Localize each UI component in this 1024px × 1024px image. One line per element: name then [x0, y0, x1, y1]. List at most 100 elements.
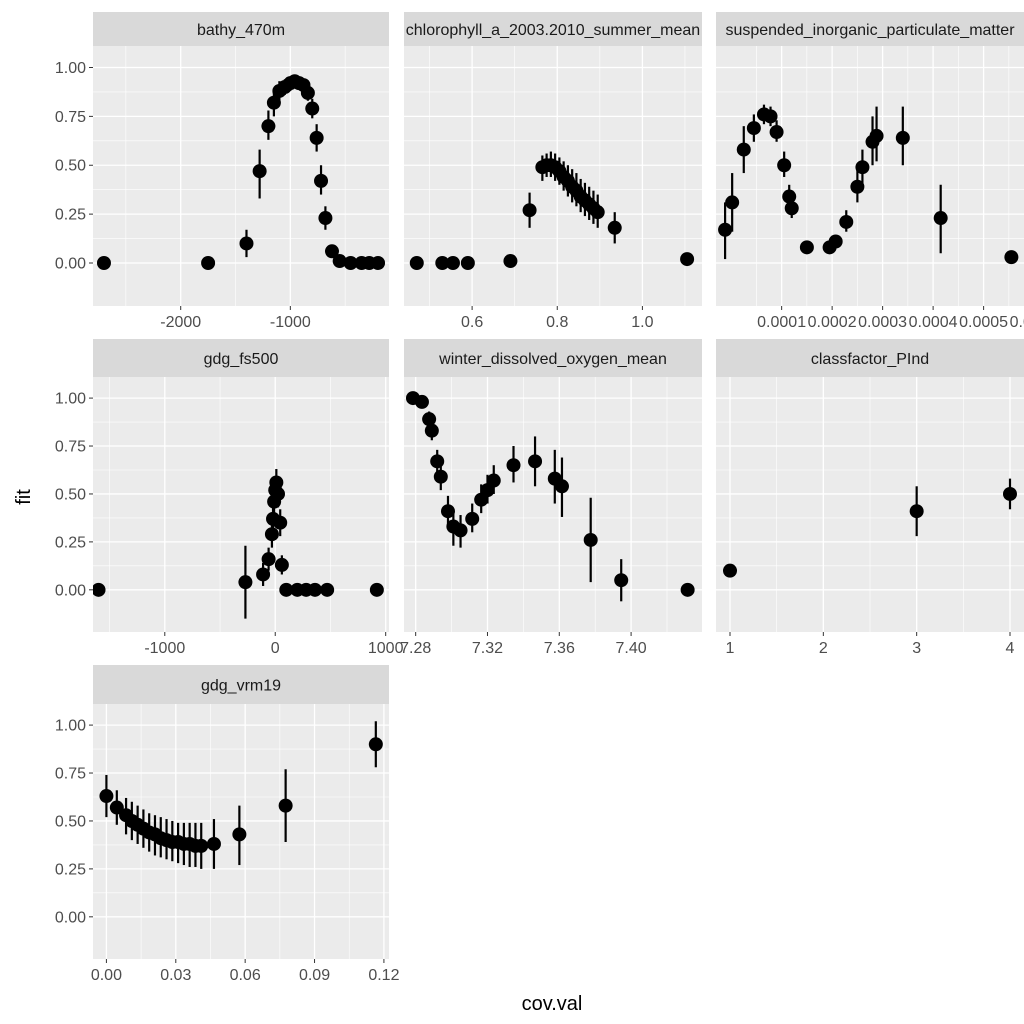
panel-1: bathy_470m 0.00 0.25 0.50 0.75 1.00 -2000 -1000	[55, 12, 389, 331]
panel-4: gdg_fs500 0.00 0.25 0.50 0.75 1.00 -1000 0 1000	[55, 339, 404, 657]
data-point	[583, 532, 598, 547]
y-tick-label: 0.75	[55, 766, 86, 783]
y-tick-label: 0.50	[55, 158, 86, 175]
panel-plot-area	[404, 46, 702, 306]
data-point	[300, 85, 315, 100]
data-point	[680, 252, 695, 267]
x-tick-label: 0	[271, 640, 280, 657]
x-tick-label: 7.36	[544, 640, 575, 657]
data-point	[1003, 486, 1017, 501]
panel-plot-area	[93, 704, 389, 959]
facet-title: gdg_fs500	[204, 351, 279, 368]
data-point	[839, 214, 854, 229]
y-tick-label: 0.50	[55, 813, 86, 830]
data-point	[554, 479, 569, 494]
panel-plot-area	[716, 46, 1024, 306]
data-point	[414, 394, 429, 409]
data-point	[261, 552, 276, 567]
facet-title: suspended_inorganic_particulate_matter	[725, 22, 1015, 39]
x-tick-label: 1.0	[631, 314, 653, 331]
data-point	[486, 473, 501, 488]
data-point	[206, 836, 221, 851]
facet-title: bathy_470m	[197, 22, 285, 39]
data-point	[828, 234, 843, 249]
data-point	[522, 203, 537, 218]
y-tick-label: 0.25	[55, 861, 86, 878]
y-tick-label: 1.00	[55, 391, 86, 408]
data-point	[607, 220, 622, 235]
x-tick-label: 0.8	[546, 314, 568, 331]
data-point	[252, 164, 267, 179]
x-tick-label: 0.0003	[858, 314, 907, 331]
panel-background	[93, 377, 389, 632]
data-point	[445, 255, 460, 270]
data-point	[314, 173, 329, 188]
panel-background	[93, 46, 389, 306]
x-tick-label: 7.32	[472, 640, 503, 657]
data-point	[718, 222, 733, 237]
data-point	[933, 211, 948, 226]
data-point	[266, 95, 281, 110]
data-point	[371, 255, 386, 270]
data-point	[368, 737, 383, 752]
data-point	[109, 800, 124, 815]
data-point	[409, 255, 424, 270]
data-point	[614, 573, 629, 588]
data-point	[320, 582, 335, 597]
data-point	[855, 160, 870, 175]
facet-strip	[93, 665, 389, 704]
data-point	[332, 254, 347, 269]
panel-7: gdg_vrm19 0.00 0.25 0.50 0.75 1.00 0.00 0.03 0.0…	[55, 665, 400, 984]
data-point	[869, 128, 884, 143]
data-point	[1004, 250, 1019, 265]
x-tick-label: 1	[726, 640, 735, 657]
x-tick-label: -2000	[160, 314, 201, 331]
x-tick-label: 7.40	[616, 640, 647, 657]
x-tick-label: 0.03	[160, 967, 191, 984]
panel-5: winter_dissolved_oxygen_mean 7.28 7.32 7.36…	[400, 339, 702, 657]
x-axis-title: cov.val	[522, 993, 583, 1015]
data-point	[194, 838, 209, 853]
data-point	[271, 486, 285, 501]
data-point	[93, 582, 106, 597]
data-point	[274, 557, 289, 572]
data-point	[769, 125, 784, 140]
panel-plot-area	[404, 377, 702, 632]
data-point	[269, 475, 284, 490]
x-tick-label: 0.06	[230, 967, 261, 984]
panel-plot-area	[93, 46, 389, 306]
data-point	[264, 527, 279, 542]
facet-title: chlorophyll_a_2003.2010_summer_mean	[406, 22, 700, 39]
data-point	[99, 789, 114, 804]
data-point	[239, 236, 254, 251]
data-point	[784, 201, 799, 216]
x-tick-label: 7.28	[400, 640, 431, 657]
data-point	[895, 130, 910, 145]
x-tick-label: 4	[1006, 640, 1015, 657]
x-tick-label: 0.12	[368, 967, 399, 984]
panel-plot-area	[716, 377, 1024, 632]
data-point	[460, 255, 475, 270]
y-tick-label: 0.25	[55, 207, 86, 224]
x-tick-label: 2	[819, 640, 828, 657]
data-point	[369, 582, 384, 597]
y-tick-label: 0.75	[55, 439, 86, 456]
data-point	[96, 255, 111, 270]
x-tick-label: 0.00	[91, 967, 122, 984]
data-point	[763, 109, 778, 124]
data-point	[725, 195, 740, 210]
y-tick-label: 1.00	[55, 60, 86, 77]
x-tick-label: 0.0002	[808, 314, 857, 331]
data-point	[273, 515, 288, 530]
panel-6: classfactor_PInd 1 2 3 4	[716, 339, 1024, 657]
data-point	[232, 827, 247, 842]
x-tick-label: 0.0004	[909, 314, 958, 331]
panel-3: suspended_inorganic_particulate_matter 0.…	[716, 12, 1024, 331]
data-point	[503, 254, 518, 269]
y-tick-label: 0.00	[55, 909, 86, 926]
data-point	[318, 211, 333, 226]
x-tick-label: 1000	[368, 640, 404, 657]
data-point	[799, 240, 814, 255]
data-point	[309, 130, 324, 145]
x-tick-label: 3	[912, 640, 921, 657]
